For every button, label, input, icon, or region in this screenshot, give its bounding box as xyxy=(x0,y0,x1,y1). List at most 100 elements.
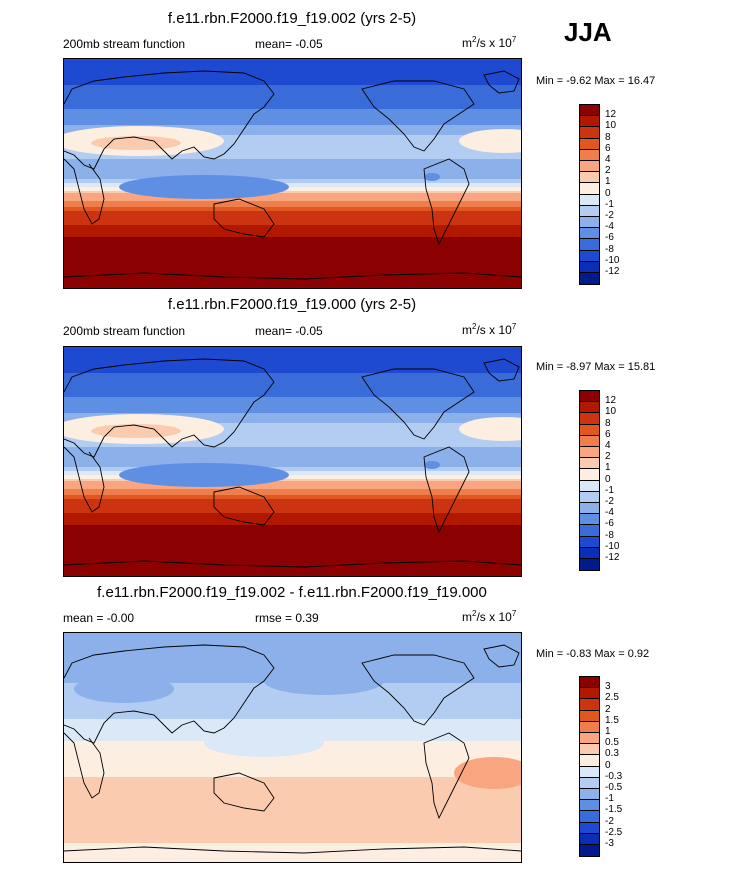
colorbar-label: 2 xyxy=(605,451,611,463)
contour-band xyxy=(64,269,521,272)
contour-band xyxy=(64,481,521,484)
contour-band xyxy=(64,811,521,814)
contour-band xyxy=(64,247,521,250)
contour-band xyxy=(64,241,521,244)
contour-band xyxy=(64,133,521,136)
panel-3-title: f.e11.rbn.F2000.f19_f19.002 - f.e11.rbn.… xyxy=(97,584,487,601)
contour-band xyxy=(64,429,521,432)
colorbar-label: 1 xyxy=(605,176,611,188)
coastline-path xyxy=(64,446,105,513)
contour-band xyxy=(64,827,521,830)
contour-band xyxy=(64,279,521,282)
contour-band xyxy=(64,179,521,182)
contour-band xyxy=(64,447,521,450)
contour-band xyxy=(64,845,521,848)
colorbar-label: -12 xyxy=(605,266,620,277)
contour-band xyxy=(64,213,521,216)
contour-blob xyxy=(204,729,324,757)
contour-blob xyxy=(424,173,440,181)
contour-band xyxy=(64,759,521,762)
contour-band xyxy=(64,445,521,448)
contour-band xyxy=(64,169,521,172)
contour-band xyxy=(64,237,521,240)
contour-band xyxy=(64,809,521,812)
colorbar-swatch xyxy=(579,423,600,436)
contour-band xyxy=(64,837,521,840)
contour-band xyxy=(64,461,521,464)
contour-band xyxy=(64,729,521,732)
contour-band xyxy=(64,849,521,852)
colorbar-swatch xyxy=(579,558,600,572)
contour-band xyxy=(64,365,521,368)
contour-band xyxy=(64,205,521,208)
contour-band xyxy=(64,109,521,112)
contour-band xyxy=(64,61,521,64)
contour-band xyxy=(64,129,521,132)
contour-band xyxy=(64,633,521,636)
colorbar-swatch xyxy=(579,765,600,778)
contour-band xyxy=(64,219,521,222)
contour-band xyxy=(64,717,521,720)
contour-band xyxy=(64,59,521,62)
contour-band xyxy=(64,697,521,700)
contour-band xyxy=(64,789,521,792)
colorbar-swatch xyxy=(579,401,600,414)
contour-band xyxy=(64,503,521,506)
panel-1-map xyxy=(63,58,522,289)
contour-band xyxy=(64,441,521,444)
contour-band xyxy=(64,855,521,858)
contour-band xyxy=(64,399,521,402)
contour-band xyxy=(64,575,521,576)
contour-band xyxy=(64,841,521,844)
coastline-path xyxy=(213,772,275,812)
contour-band xyxy=(64,831,521,834)
contour-band xyxy=(64,283,521,286)
colorbar-swatch xyxy=(579,193,600,206)
colorbar-label: -10 xyxy=(605,540,620,552)
contour-band xyxy=(64,277,521,280)
contour-band xyxy=(64,165,521,168)
colorbar-swatch xyxy=(579,137,600,150)
contour-band xyxy=(64,173,521,176)
contour-band xyxy=(64,419,521,422)
contour-band xyxy=(64,821,521,824)
colorbar-swatch xyxy=(579,698,600,711)
contour-band xyxy=(64,489,521,492)
contour-band xyxy=(64,473,521,476)
contour-band xyxy=(64,485,521,488)
contour-band xyxy=(64,785,521,788)
panel-1-map-svg xyxy=(64,59,521,288)
contour-band xyxy=(64,137,521,140)
contour-band xyxy=(64,271,521,274)
contour-band xyxy=(64,395,521,398)
contour-band xyxy=(64,521,521,524)
panel-3-rmse-label: rmse = 0.39 xyxy=(255,611,319,625)
colorbar-label: 4 xyxy=(605,440,611,451)
contour-band xyxy=(64,375,521,378)
contour-band xyxy=(64,779,521,782)
coastline-path xyxy=(423,158,470,246)
contour-band xyxy=(64,221,521,224)
contour-band xyxy=(64,825,521,828)
contour-band xyxy=(64,143,521,146)
contour-band xyxy=(64,535,521,538)
contour-band xyxy=(64,249,521,252)
contour-band xyxy=(64,725,521,728)
panel-2-title: f.e11.rbn.F2000.f19_f19.000 (yrs 2-5) xyxy=(167,296,417,313)
coastline-path xyxy=(64,272,521,280)
contour-band xyxy=(64,415,521,418)
contour-band xyxy=(64,257,521,260)
coastline-path xyxy=(213,486,275,526)
contour-band xyxy=(64,225,521,228)
contour-band xyxy=(64,563,521,566)
contour-band xyxy=(64,209,521,212)
contour-band xyxy=(64,91,521,94)
contour-band xyxy=(64,139,521,142)
contour-band xyxy=(64,203,521,206)
contour-band xyxy=(64,267,521,270)
contour-band xyxy=(64,719,521,722)
contour-band xyxy=(64,187,521,190)
contour-band xyxy=(64,495,521,498)
contour-band xyxy=(64,699,521,702)
colorbar-swatch xyxy=(579,227,600,240)
